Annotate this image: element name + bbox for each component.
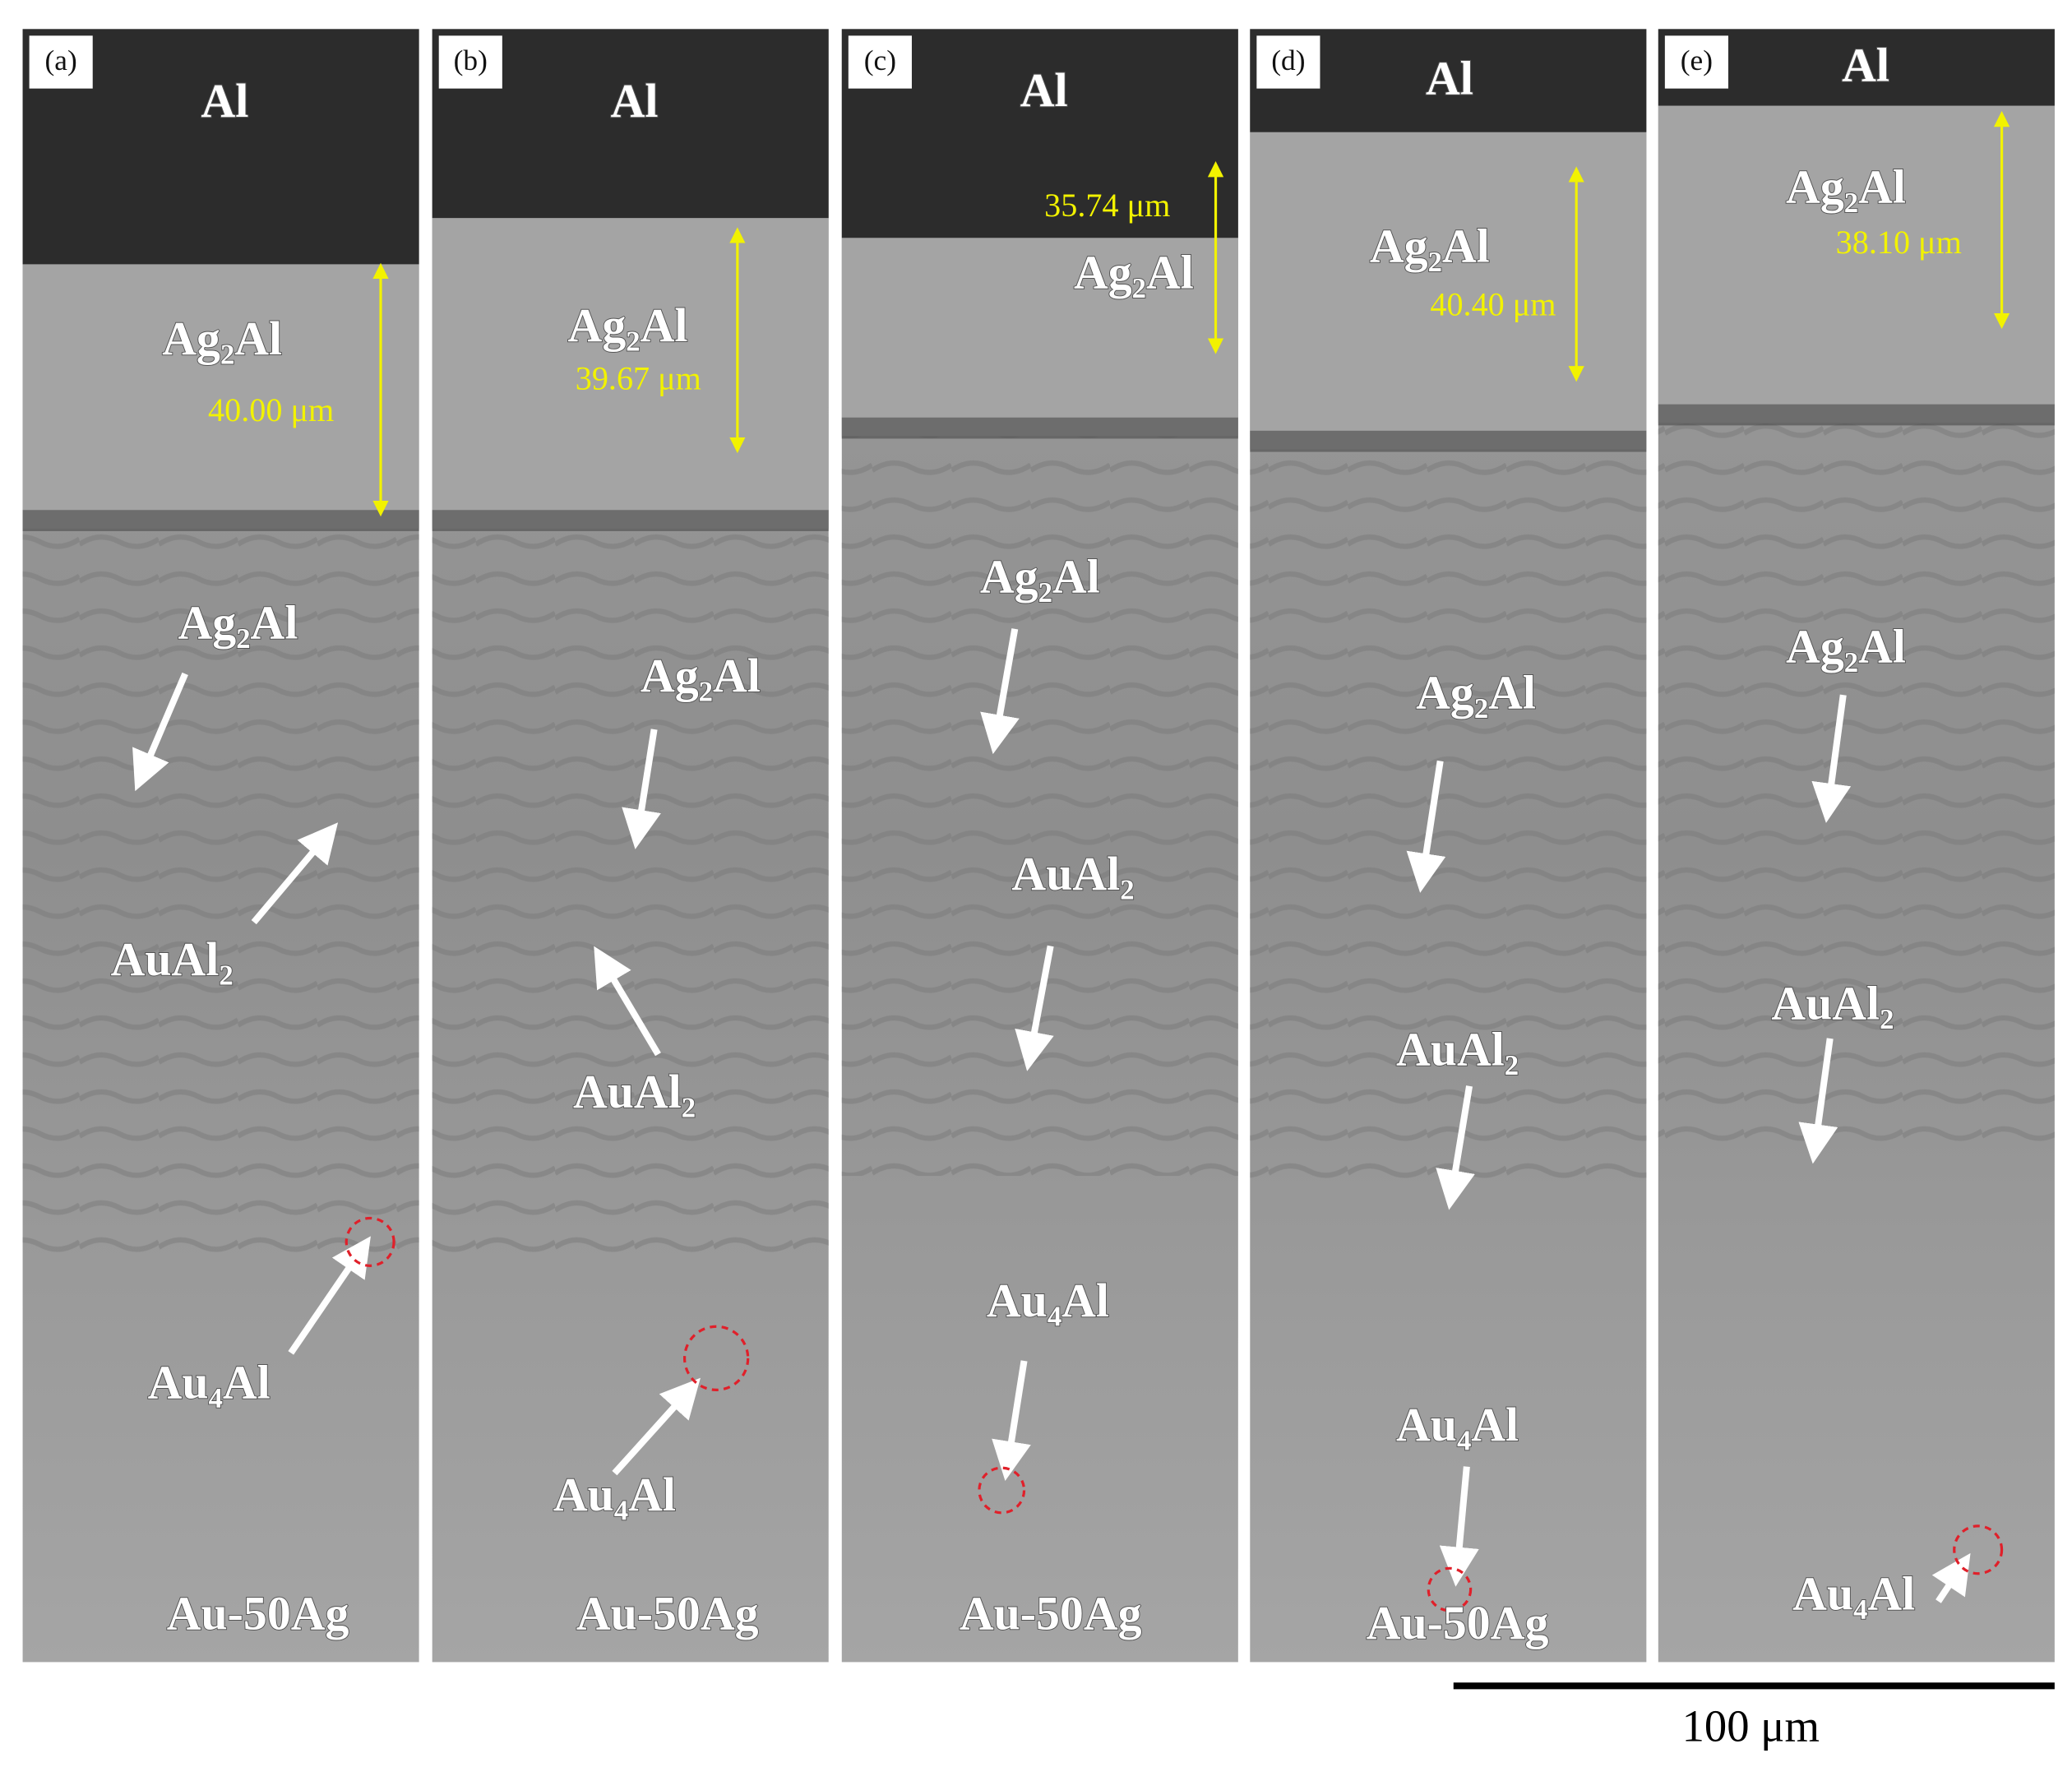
marker-circle [345, 1216, 395, 1267]
phase-label: Ag₂Al [1786, 619, 1906, 673]
phase-label: Au₄Al [1396, 1398, 1519, 1451]
phase-label: Ag₂Al [1416, 666, 1536, 719]
phase-label: Ag₂Al [1370, 220, 1490, 273]
phase-label: Au₄Al [148, 1355, 271, 1409]
panel-label: (e) [1681, 44, 1713, 76]
phase-label: Ag₂Al [162, 312, 282, 365]
arrow [1015, 945, 1054, 1071]
scale-label: 100 μm [1682, 1700, 1820, 1751]
arrow [1436, 1085, 1475, 1210]
interface [841, 417, 1238, 439]
ag2al-layer [432, 218, 829, 529]
arrow [1406, 760, 1446, 893]
phase-label: Ag₂Al [980, 549, 1100, 603]
interface [22, 510, 419, 531]
phase-label: AuAl₂ [1771, 976, 1894, 1029]
phase-label: Ag₂Al [1074, 246, 1194, 299]
phase-label: Ag₂Al [568, 298, 688, 352]
interface [432, 510, 829, 531]
arrow [992, 1360, 1031, 1481]
ag2al-layer [841, 238, 1238, 437]
arrow [1798, 1038, 1838, 1164]
texture [1250, 449, 1647, 1190]
arrow [288, 1236, 371, 1355]
al-label: Al [1842, 38, 1889, 91]
arrow [132, 672, 188, 792]
panel-label: (c) [864, 44, 896, 76]
al-label: Al [1020, 63, 1068, 117]
phase-label: Ag₂Al [178, 596, 298, 650]
thickness-label: 40.40 μm [1430, 286, 1556, 323]
panel-label: (d) [1271, 44, 1305, 76]
arrow [594, 946, 661, 1057]
phase-label: Au₄Al [553, 1468, 676, 1521]
interface [1658, 404, 2055, 426]
marker-circle [682, 1325, 750, 1391]
panel-label-box [29, 35, 93, 89]
ag2al-layer [1658, 105, 2055, 423]
panel-label-box [1256, 35, 1320, 89]
texture [432, 528, 829, 1269]
thickness-label: 35.74 μm [1044, 187, 1170, 224]
phase-label: Au₄Al [987, 1274, 1109, 1327]
phase-label: Ag₂Al [1786, 160, 1906, 213]
panel-label: (b) [454, 44, 488, 76]
substrate-label: Au-50Ag [576, 1587, 759, 1640]
al-label: Al [1426, 52, 1473, 105]
phase-label: AuAl₂ [1396, 1023, 1519, 1076]
interface [1250, 430, 1647, 452]
arrow [622, 729, 661, 849]
texture [22, 528, 419, 1269]
thickness-label: 40.00 μm [208, 391, 334, 428]
substrate-label: Au-50Ag [167, 1587, 349, 1640]
panel-label-box [1664, 35, 1728, 89]
phase-label: AuAl₂ [573, 1065, 696, 1118]
ag2al-layer [22, 264, 419, 529]
arrow [612, 1377, 701, 1476]
arrow [1439, 1466, 1479, 1587]
phase-label: Au₄Al [1792, 1567, 1915, 1621]
arrow [251, 822, 339, 925]
texture [1658, 423, 2055, 1163]
phase-label: AuAl₂ [1011, 847, 1134, 900]
texture [841, 436, 1238, 1177]
al-label: Al [611, 74, 659, 127]
arrow [1811, 694, 1852, 823]
marker-circle [1953, 1524, 2004, 1575]
thickness-label: 38.10 μm [1836, 224, 1962, 261]
panel-label: (a) [45, 44, 77, 76]
substrate-label: Au-50Ag [960, 1587, 1142, 1640]
panel-label-box [848, 35, 912, 89]
substrate-label: Au-50Ag [1367, 1596, 1549, 1649]
phase-label: AuAl₂ [111, 932, 234, 986]
thickness-label: 39.67 μm [576, 360, 701, 397]
marker-circle [1427, 1566, 1473, 1612]
phase-label: Ag₂Al [641, 649, 761, 702]
panel-label-box [438, 35, 502, 89]
arrow [980, 628, 1020, 755]
marker-circle [978, 1466, 1026, 1515]
arrow [1931, 1552, 1971, 1603]
al-label: Al [201, 74, 248, 127]
